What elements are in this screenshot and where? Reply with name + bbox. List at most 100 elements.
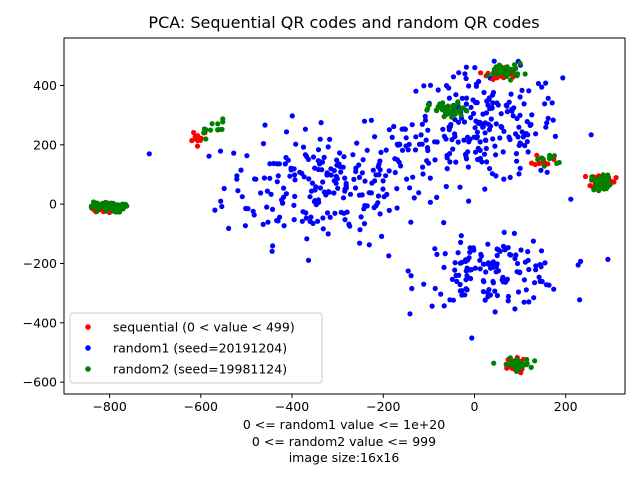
data-point	[319, 167, 325, 173]
data-point	[421, 83, 427, 89]
data-point	[508, 77, 514, 83]
data-point	[476, 78, 482, 85]
data-point	[399, 147, 406, 153]
data-point	[408, 219, 414, 225]
data-point	[283, 129, 290, 135]
data-point	[216, 126, 223, 133]
data-point	[422, 113, 428, 119]
data-point	[596, 175, 602, 181]
data-point	[321, 154, 327, 160]
data-point	[392, 169, 398, 176]
data-point	[507, 355, 513, 361]
data-point	[524, 362, 530, 368]
data-point	[424, 107, 430, 113]
data-point	[378, 149, 384, 155]
data-point	[317, 136, 323, 142]
data-point	[456, 272, 462, 278]
data-point	[526, 299, 532, 305]
data-point	[459, 288, 465, 294]
data-point	[508, 252, 514, 258]
data-point	[455, 250, 461, 256]
data-point	[453, 92, 459, 98]
x-label-line-3: image size:16x16	[289, 450, 400, 465]
data-point	[335, 185, 341, 191]
data-point	[500, 279, 506, 285]
data-point	[189, 138, 195, 144]
data-point	[333, 173, 339, 179]
data-point	[408, 273, 414, 279]
data-point	[480, 261, 487, 267]
data-point	[370, 167, 376, 173]
data-point	[429, 303, 435, 309]
data-point	[515, 289, 522, 295]
data-point	[504, 109, 510, 115]
data-point	[425, 102, 432, 108]
data-point	[325, 144, 331, 150]
data-point	[536, 274, 542, 280]
data-point	[261, 175, 267, 181]
data-point	[364, 147, 370, 153]
data-point	[464, 287, 470, 293]
data-point	[283, 191, 289, 197]
data-point	[334, 157, 340, 163]
legend-marker	[85, 366, 91, 372]
data-point	[492, 288, 498, 294]
data-point	[361, 118, 368, 124]
data-point	[281, 185, 287, 191]
data-point	[543, 80, 549, 86]
data-point	[466, 255, 472, 261]
data-point	[607, 182, 613, 188]
data-point	[556, 159, 562, 166]
data-point	[265, 219, 271, 225]
data-point	[440, 100, 446, 106]
data-point	[545, 95, 551, 101]
data-point	[455, 139, 461, 145]
data-point	[421, 281, 427, 287]
data-point	[521, 277, 528, 283]
data-point	[522, 71, 528, 77]
data-point	[462, 71, 468, 77]
data-point	[472, 125, 478, 131]
data-point	[405, 147, 411, 153]
data-point	[515, 363, 521, 369]
data-point	[468, 115, 474, 121]
data-point	[146, 151, 152, 157]
data-point	[320, 215, 326, 221]
data-point	[403, 135, 409, 141]
data-point	[463, 101, 469, 107]
data-point	[310, 154, 317, 160]
data-point	[244, 153, 250, 159]
data-point	[511, 230, 517, 236]
data-point	[613, 175, 619, 181]
data-point	[514, 73, 520, 79]
data-point	[394, 141, 400, 147]
data-point	[551, 286, 557, 292]
data-point	[313, 184, 319, 190]
data-point	[480, 111, 486, 117]
data-point	[535, 80, 542, 87]
data-point	[493, 64, 499, 70]
data-point	[491, 360, 497, 366]
legend-label: sequential (0 < value < 499)	[113, 320, 295, 335]
data-point	[494, 261, 500, 267]
data-point	[412, 147, 419, 153]
data-point	[203, 136, 209, 142]
x-tick-label: 0	[471, 399, 479, 414]
data-point	[477, 155, 483, 161]
y-tick-label: 0	[49, 197, 57, 212]
data-point	[459, 259, 465, 265]
data-point	[394, 205, 400, 211]
data-point	[260, 141, 267, 147]
data-point	[445, 103, 451, 109]
data-point	[466, 198, 472, 204]
data-point	[292, 193, 298, 199]
data-point	[517, 94, 523, 100]
data-point	[575, 262, 581, 268]
data-point	[489, 105, 495, 111]
data-point	[525, 249, 531, 255]
data-point	[490, 278, 496, 285]
data-point	[457, 184, 463, 190]
data-point	[253, 176, 259, 182]
data-point	[217, 148, 224, 154]
data-point	[409, 122, 415, 128]
